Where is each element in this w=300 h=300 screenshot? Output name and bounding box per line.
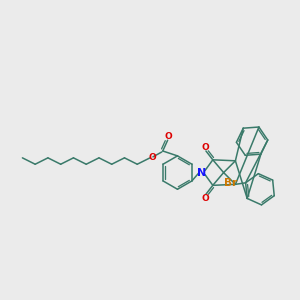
- Text: O: O: [165, 132, 172, 141]
- Text: O: O: [201, 142, 209, 152]
- Text: O: O: [148, 153, 156, 162]
- Text: N: N: [197, 168, 207, 178]
- Text: O: O: [201, 194, 209, 202]
- Text: Br: Br: [224, 178, 237, 188]
